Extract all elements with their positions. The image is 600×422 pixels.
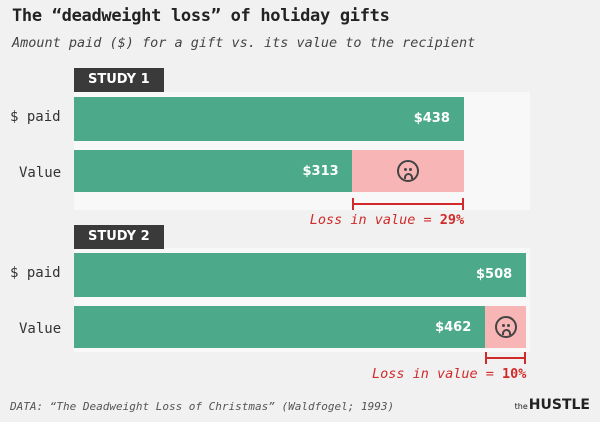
study2-loss-box xyxy=(485,306,526,348)
study1-value-value: $313 xyxy=(302,164,339,179)
study1-loss-pct: 29% xyxy=(439,212,465,228)
study1-label: STUDY 1 xyxy=(74,68,164,92)
study2-loss-text: Loss in value = 10% xyxy=(372,366,527,382)
sad-face-icon xyxy=(397,160,420,182)
brand-logo: theHUSTLE xyxy=(514,397,590,413)
study2-value-value: $462 xyxy=(435,320,472,335)
chart-title: The “deadweight loss” of holiday gifts xyxy=(12,6,390,26)
study2-paid-value: $508 xyxy=(476,267,513,282)
study2-loss-bracket xyxy=(485,352,526,364)
study2-label: STUDY 2 xyxy=(74,225,164,249)
study1-paid-value: $438 xyxy=(413,111,450,126)
study1-paid-label: $ paid xyxy=(10,109,61,125)
study2-loss-pct: 10% xyxy=(502,366,527,382)
study2-value-label: Value xyxy=(19,321,62,337)
data-source: DATA: “The Deadweight Loss of Christmas”… xyxy=(10,400,395,413)
study2-value-bar xyxy=(74,306,486,348)
study2-paid-bar xyxy=(74,253,526,297)
study1-value-bar xyxy=(74,150,353,192)
study1-value-label: Value xyxy=(19,165,62,181)
study2-paid-label: $ paid xyxy=(10,265,61,281)
sad-face-icon xyxy=(494,316,517,338)
study1-loss-box xyxy=(352,150,464,192)
study1-loss-bracket xyxy=(352,198,464,210)
study1-paid-bar xyxy=(74,97,464,141)
study1-loss-text: Loss in value = 29% xyxy=(309,212,465,228)
chart-subtitle: Amount paid ($) for a gift vs. its value… xyxy=(12,35,476,51)
